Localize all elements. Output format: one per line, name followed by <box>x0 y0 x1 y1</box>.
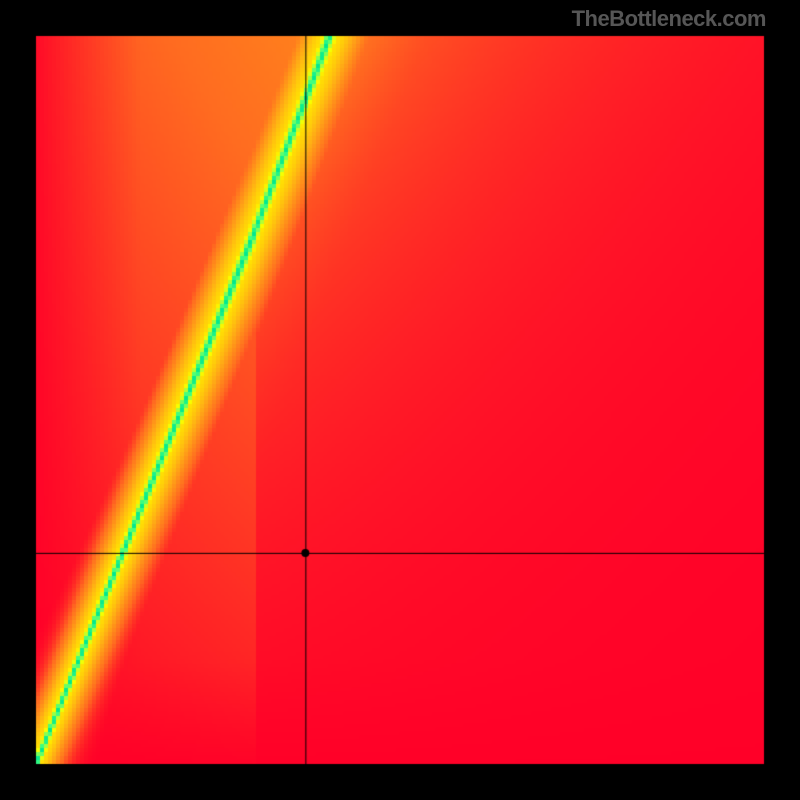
figure-container: { "attribution": { "text": "TheBottlenec… <box>0 0 800 800</box>
bottleneck-heatmap <box>0 0 800 800</box>
attribution-text: TheBottleneck.com <box>572 6 766 32</box>
